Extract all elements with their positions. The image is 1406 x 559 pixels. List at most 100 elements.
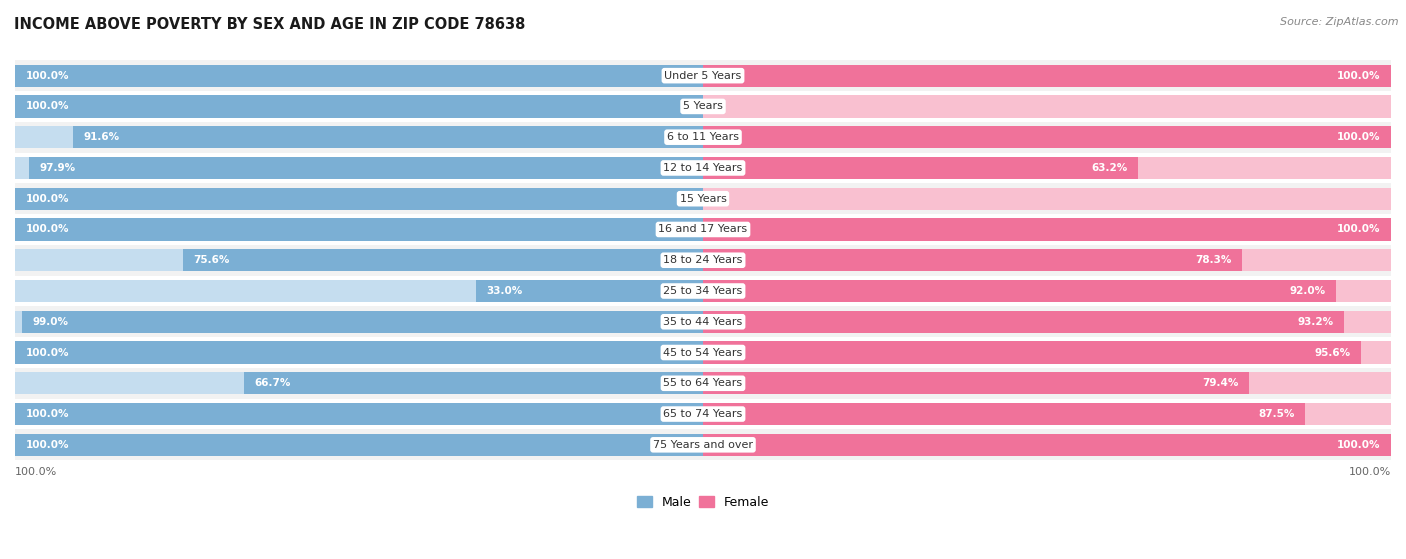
Text: Source: ZipAtlas.com: Source: ZipAtlas.com	[1281, 17, 1399, 27]
Bar	[15, 434, 703, 456]
Bar	[703, 280, 1391, 302]
Text: 100.0%: 100.0%	[1337, 225, 1381, 234]
Bar	[15, 337, 1391, 368]
Text: 95.6%: 95.6%	[1315, 348, 1350, 358]
Text: 93.2%: 93.2%	[1298, 317, 1334, 327]
Text: 78.3%: 78.3%	[1195, 255, 1232, 265]
Bar	[15, 403, 703, 425]
Text: 100.0%: 100.0%	[1337, 440, 1381, 450]
Text: 75.6%: 75.6%	[193, 255, 229, 265]
Bar	[703, 434, 1391, 456]
Text: 63.2%: 63.2%	[1091, 163, 1128, 173]
Bar	[15, 188, 703, 210]
Text: 97.9%: 97.9%	[39, 163, 76, 173]
Text: 75 Years and over: 75 Years and over	[652, 440, 754, 450]
Text: 65 to 74 Years: 65 to 74 Years	[664, 409, 742, 419]
Bar	[703, 249, 1391, 271]
Text: 66.7%: 66.7%	[254, 378, 291, 389]
Bar	[15, 372, 703, 394]
Bar	[703, 372, 1250, 394]
Text: 35 to 44 Years: 35 to 44 Years	[664, 317, 742, 327]
Bar	[703, 188, 1391, 210]
Bar	[15, 311, 703, 333]
Bar	[15, 306, 1391, 337]
Bar	[73, 126, 703, 148]
Text: 16 and 17 Years: 16 and 17 Years	[658, 225, 748, 234]
Text: 100.0%: 100.0%	[25, 225, 69, 234]
Bar	[703, 96, 1391, 117]
Bar	[15, 219, 703, 240]
Bar	[703, 403, 1391, 425]
Text: 25 to 34 Years: 25 to 34 Years	[664, 286, 742, 296]
Legend: Male, Female: Male, Female	[631, 491, 775, 514]
Bar	[22, 311, 703, 333]
Text: 99.0%: 99.0%	[32, 317, 69, 327]
Bar	[15, 96, 703, 117]
Bar	[703, 157, 1137, 179]
Bar	[15, 280, 703, 302]
Bar	[15, 399, 1391, 429]
Text: 5 Years: 5 Years	[683, 101, 723, 111]
Text: 79.4%: 79.4%	[1202, 378, 1239, 389]
Text: Under 5 Years: Under 5 Years	[665, 70, 741, 80]
Bar	[15, 214, 1391, 245]
Text: 100.0%: 100.0%	[25, 348, 69, 358]
Bar	[15, 122, 1391, 153]
Text: 100.0%: 100.0%	[25, 70, 69, 80]
Bar	[703, 219, 1391, 240]
Bar	[30, 157, 703, 179]
Bar	[15, 342, 703, 363]
Text: 15 Years: 15 Years	[679, 194, 727, 203]
Bar	[183, 249, 703, 271]
Bar	[15, 429, 1391, 460]
Bar	[703, 65, 1391, 87]
Text: 12 to 14 Years: 12 to 14 Years	[664, 163, 742, 173]
Bar	[703, 434, 1391, 456]
Text: 100.0%: 100.0%	[15, 467, 58, 477]
Text: 100.0%: 100.0%	[25, 101, 69, 111]
Bar	[15, 403, 703, 425]
Bar	[15, 183, 1391, 214]
Bar	[15, 368, 1391, 399]
Text: 87.5%: 87.5%	[1258, 409, 1295, 419]
Text: 100.0%: 100.0%	[25, 409, 69, 419]
Bar	[477, 280, 703, 302]
Text: 100.0%: 100.0%	[25, 440, 69, 450]
Bar	[15, 126, 703, 148]
Bar	[15, 249, 703, 271]
Bar	[703, 126, 1391, 148]
Bar	[15, 245, 1391, 276]
Bar	[15, 65, 703, 87]
Bar	[703, 311, 1391, 333]
Bar	[245, 372, 703, 394]
Bar	[15, 157, 703, 179]
Text: 18 to 24 Years: 18 to 24 Years	[664, 255, 742, 265]
Text: 45 to 54 Years: 45 to 54 Years	[664, 348, 742, 358]
Text: 91.6%: 91.6%	[83, 132, 120, 142]
Bar	[703, 280, 1336, 302]
Bar	[703, 219, 1391, 240]
Bar	[703, 311, 1344, 333]
Bar	[703, 342, 1361, 363]
Bar	[15, 342, 703, 363]
Text: 100.0%: 100.0%	[1337, 70, 1381, 80]
Bar	[15, 60, 1391, 91]
Bar	[703, 403, 1305, 425]
Text: 6 to 11 Years: 6 to 11 Years	[666, 132, 740, 142]
Bar	[15, 219, 703, 240]
Text: 92.0%: 92.0%	[1289, 286, 1326, 296]
Bar	[15, 153, 1391, 183]
Bar	[15, 276, 1391, 306]
Bar	[15, 91, 1391, 122]
Bar	[703, 342, 1391, 363]
Text: INCOME ABOVE POVERTY BY SEX AND AGE IN ZIP CODE 78638: INCOME ABOVE POVERTY BY SEX AND AGE IN Z…	[14, 17, 526, 32]
Text: 100.0%: 100.0%	[25, 194, 69, 203]
Text: 55 to 64 Years: 55 to 64 Years	[664, 378, 742, 389]
Bar	[15, 188, 703, 210]
Text: 33.0%: 33.0%	[486, 286, 523, 296]
Bar	[15, 434, 703, 456]
Bar	[703, 372, 1391, 394]
Text: 100.0%: 100.0%	[1348, 467, 1391, 477]
Bar	[15, 96, 703, 117]
Bar	[703, 65, 1391, 87]
